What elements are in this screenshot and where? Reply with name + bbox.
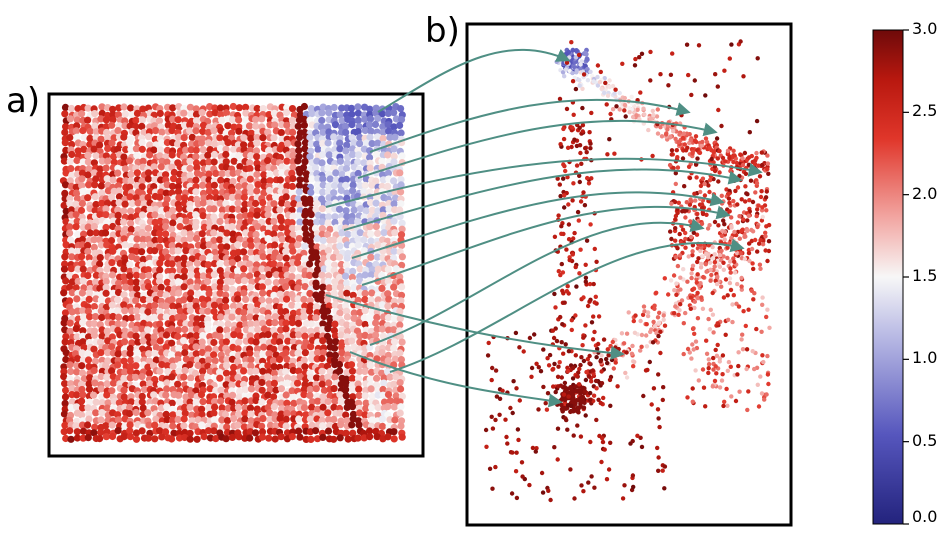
panel-a-frame (47, 92, 425, 458)
colorbar-tick-label: 1.0 (912, 348, 938, 368)
mapping-arrow (361, 205, 731, 286)
mapping-arrow (357, 119, 718, 179)
colorbar-gradient (872, 29, 904, 525)
colorbar-tick-label: 2.0 (912, 183, 938, 203)
mapping-arrow (351, 191, 725, 259)
panel-b-label: b) (425, 11, 460, 51)
panel-a-label: a) (6, 81, 41, 121)
mapping-arrows (325, 48, 763, 408)
colorbar-tick-label: 0.5 (912, 430, 938, 450)
mapping-arrow (325, 294, 625, 360)
mapping-arrow (369, 98, 691, 153)
panel-b-point-cloud (483, 39, 772, 503)
panel-b-frame (465, 22, 793, 527)
mapping-arrow (369, 218, 705, 346)
mapping-arrow (377, 48, 571, 113)
colorbar (872, 29, 909, 525)
mapping-arrow (325, 157, 763, 208)
colorbar-tick-label: 0.0 (912, 507, 938, 526)
mapping-arrow (389, 238, 745, 373)
colorbar-tick-label: 3.0 (912, 19, 938, 38)
colorbar-tick-label: 1.5 (912, 266, 938, 285)
panel-b-scatter (465, 22, 793, 527)
colorbar-ticks (903, 29, 909, 525)
panel-a-image (47, 92, 425, 458)
mapping-arrow (349, 351, 563, 408)
panel-a-pixel-map (59, 102, 406, 443)
mapping-arrow (343, 168, 743, 231)
colorbar-tick-label: 2.5 (912, 101, 938, 121)
